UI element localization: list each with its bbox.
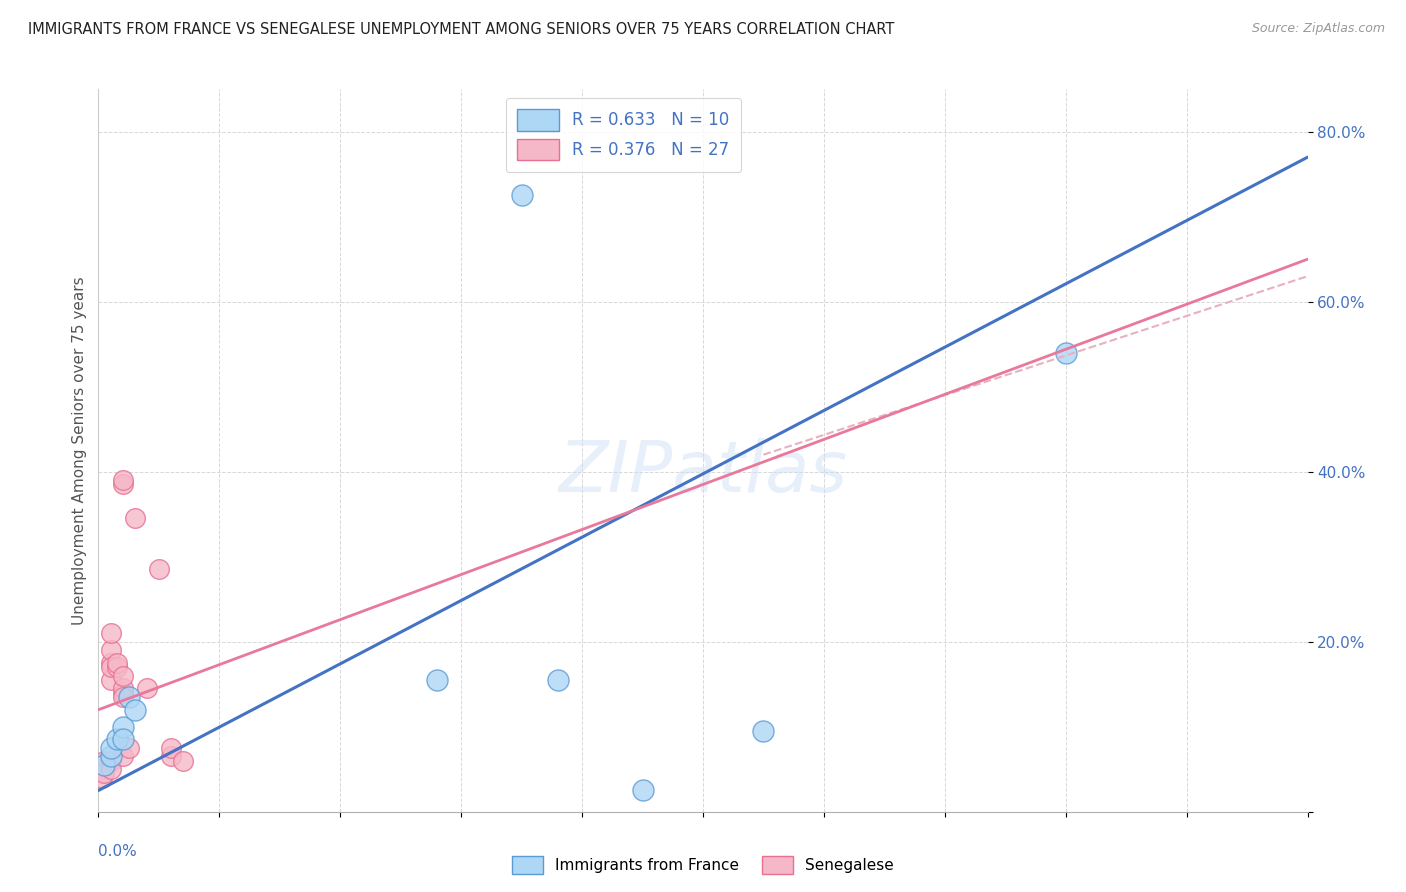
Point (111, 681, 134, 696)
Y-axis label: Unemployment Among Seniors over 75 years: Unemployment Among Seniors over 75 years (72, 277, 87, 624)
Text: IMMIGRANTS FROM FRANCE VS SENEGALESE UNEMPLOYMENT AMONG SENIORS OVER 75 YEARS CO: IMMIGRANTS FROM FRANCE VS SENEGALESE UNE… (28, 22, 894, 37)
Point (111, 477, 134, 491)
Point (91, 771, 114, 785)
Point (124, 511, 146, 525)
Point (111, 732, 134, 747)
Point (100, 754, 122, 768)
Point (148, 562, 170, 576)
Point (100, 749, 122, 764)
Point (160, 741, 183, 756)
Point (752, 723, 775, 738)
Text: ZIPatlas: ZIPatlas (558, 438, 848, 507)
Point (118, 690, 141, 704)
Point (111, 720, 134, 734)
Point (91, 762, 114, 776)
Point (105, 660, 128, 674)
Point (100, 656, 122, 670)
Point (111, 749, 134, 764)
Point (135, 681, 157, 696)
Point (631, 783, 654, 797)
Point (510, 188, 533, 202)
Text: Source: ZipAtlas.com: Source: ZipAtlas.com (1251, 22, 1385, 36)
Point (547, 673, 569, 687)
Point (124, 703, 146, 717)
Point (100, 762, 122, 776)
Text: 0.0%: 0.0% (98, 844, 138, 859)
Legend: R = 0.633   N = 10, R = 0.376   N = 27: R = 0.633 N = 10, R = 0.376 N = 27 (506, 97, 741, 172)
Point (93, 758, 115, 772)
Point (105, 732, 128, 747)
Point (100, 660, 122, 674)
Legend: Immigrants from France, Senegalese: Immigrants from France, Senegalese (506, 850, 900, 880)
Point (100, 643, 122, 657)
Point (1054, 345, 1077, 359)
Point (111, 669, 134, 683)
Point (118, 741, 141, 756)
Point (160, 749, 183, 764)
Point (100, 741, 122, 756)
Point (111, 686, 134, 700)
Point (111, 690, 134, 704)
Point (172, 754, 194, 768)
Point (100, 626, 122, 640)
Point (105, 656, 128, 670)
Point (93, 754, 115, 768)
Point (426, 673, 449, 687)
Point (93, 766, 115, 780)
Point (111, 473, 134, 487)
Point (100, 673, 122, 687)
